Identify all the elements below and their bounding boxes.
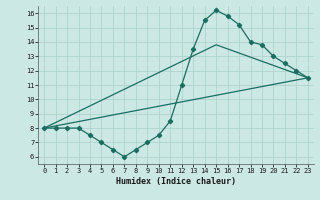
X-axis label: Humidex (Indice chaleur): Humidex (Indice chaleur) bbox=[116, 177, 236, 186]
